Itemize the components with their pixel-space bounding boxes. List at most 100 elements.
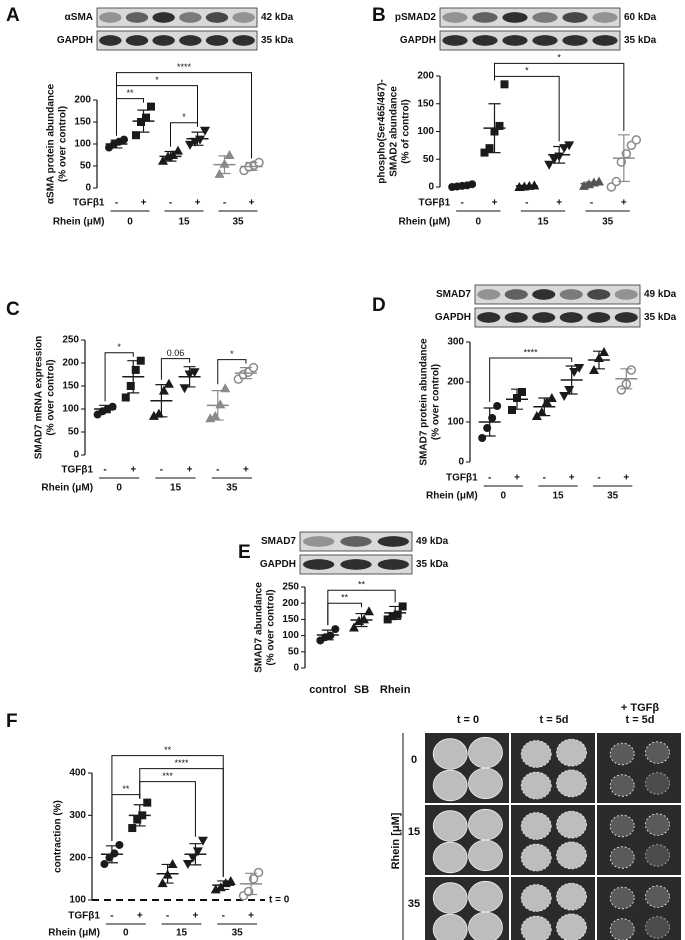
significance-label: ** — [358, 580, 366, 590]
data-point — [131, 365, 140, 374]
tgf-label: TGFβ1 — [68, 911, 100, 922]
blot-size: 49 kDa — [416, 536, 449, 547]
significance-label: * — [230, 349, 234, 359]
significance-bracket — [116, 98, 144, 136]
gel-disc — [556, 841, 587, 870]
tgf-sign: - — [590, 198, 593, 209]
tgf-sign: + — [556, 198, 562, 209]
y-tick-label: 300 — [69, 810, 86, 821]
gel-disc — [432, 769, 468, 802]
significance-label: ** — [164, 745, 172, 755]
sd-bar — [218, 155, 231, 175]
blot-size: 35 kDa — [261, 35, 294, 46]
data-point — [478, 434, 487, 442]
significance-label: * — [182, 112, 186, 122]
data-point — [189, 368, 200, 378]
sd-bar — [161, 863, 174, 884]
gel-disc — [645, 772, 670, 795]
tgf-sign: + — [249, 198, 255, 209]
blot-band — [302, 536, 335, 547]
significance-label: ** — [341, 593, 349, 603]
sd-bar — [620, 368, 633, 390]
y-axis-label: αSMA protein abundance — [46, 83, 57, 204]
data-point — [173, 145, 183, 155]
data-point — [121, 393, 130, 402]
blot-band — [502, 35, 528, 46]
y-axis-label: (% of control) — [401, 99, 412, 163]
blot-protein: αSMA — [65, 12, 93, 23]
data-point — [215, 399, 226, 409]
data-point — [631, 135, 642, 145]
dose-value: 35 — [232, 217, 244, 228]
sd-bar — [164, 150, 177, 162]
tgf-sign: + — [243, 465, 249, 476]
data-point — [133, 815, 142, 824]
data-point — [179, 384, 190, 394]
gel-disc — [520, 771, 552, 800]
data-point — [564, 141, 575, 151]
data-point — [148, 410, 159, 420]
sd-bar — [520, 184, 533, 188]
significance-bracket — [116, 72, 252, 159]
y-tick-label: 100 — [74, 139, 91, 150]
blot-band — [532, 312, 556, 323]
dose-label: Rhein (μM) — [48, 928, 100, 939]
significance-bracket — [489, 357, 573, 402]
gel-disc — [609, 886, 635, 910]
y-tick-label: 250 — [62, 335, 79, 346]
gel-disc — [645, 885, 670, 908]
y-axis-label: (% over control) — [58, 106, 69, 182]
blot-band — [442, 35, 468, 46]
gel-disc — [432, 841, 468, 874]
data-point — [626, 365, 637, 375]
blot-band — [302, 559, 335, 570]
blot-band — [559, 289, 583, 300]
gel-disc — [468, 911, 503, 940]
sd-bar — [99, 404, 112, 414]
significance-label: ** — [122, 784, 130, 794]
data-point — [137, 118, 145, 126]
data-point — [120, 135, 128, 144]
blot-band — [205, 12, 229, 23]
gel-disc — [556, 738, 587, 767]
dose-value: 35 — [602, 217, 614, 228]
significance-label: * — [155, 75, 159, 85]
significance-bracket — [160, 358, 191, 380]
blot-band — [340, 559, 372, 570]
significance-label: * — [557, 53, 561, 63]
significance-bracket — [111, 755, 224, 877]
data-point — [115, 840, 124, 849]
sd-bar — [617, 134, 630, 183]
y-tick-label: 100 — [417, 126, 434, 137]
gel-disc — [609, 742, 635, 766]
y-tick-label: 200 — [74, 95, 91, 106]
y-tick-label: 100 — [62, 404, 79, 415]
y-tick-label: 0 — [458, 457, 464, 468]
sd-bar — [488, 103, 501, 154]
tgf-sign: - — [103, 465, 106, 476]
blot-band — [377, 559, 410, 570]
data-point — [331, 625, 340, 634]
blot-protein: GAPDH — [400, 35, 436, 46]
significance-label: ** — [126, 88, 134, 98]
data-point — [224, 150, 235, 159]
blot-band — [232, 12, 255, 23]
reference-label: t = 0 — [269, 895, 290, 906]
data-point — [495, 121, 504, 130]
data-point — [197, 836, 208, 846]
blot-protein: SMAD7 — [436, 289, 471, 300]
data-point — [143, 798, 152, 807]
data-point — [383, 615, 392, 624]
y-tick-label: 100 — [447, 417, 464, 428]
gel-disc — [432, 738, 468, 770]
data-point — [163, 378, 174, 388]
data-point — [546, 393, 557, 402]
tgf-sign: + — [621, 198, 627, 209]
y-axis-label: (% over control) — [266, 589, 277, 665]
y-tick-label: 0 — [73, 450, 79, 461]
tgf-sign: + — [137, 911, 143, 922]
photo-column-header: + TGFβ — [621, 702, 659, 714]
gel-disc — [468, 880, 503, 913]
blot-band — [152, 12, 175, 23]
tgf-sign: + — [141, 198, 147, 209]
